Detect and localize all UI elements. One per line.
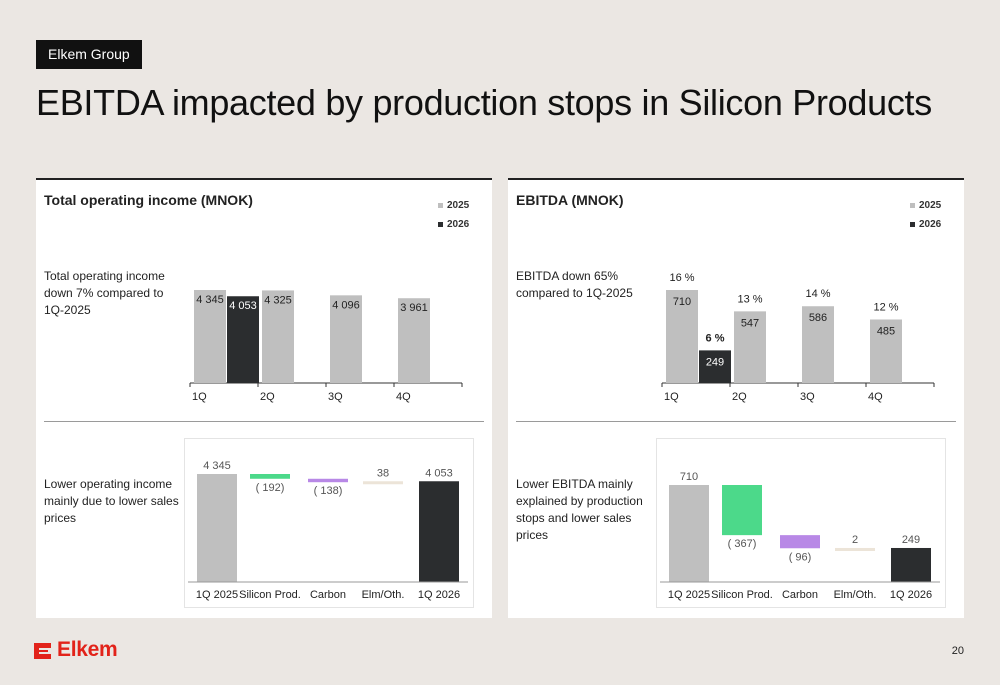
data-label: 4 345 <box>196 294 224 306</box>
elkem-logo-icon <box>34 643 51 659</box>
bar-2025 <box>262 290 294 383</box>
data-label: 485 <box>877 325 895 337</box>
ebitda-waterfall-chart: 710 1Q 2025 ( 367) Silicon Prod. ( 96) Carbon… <box>660 471 940 601</box>
legend: 2025 2026 <box>438 196 469 234</box>
ebitda-bar-chart: 1Q 710 16 % 249 6 % 2Q 547 13 % 3Q 586 14 % 4Q 485 12… <box>661 272 935 403</box>
bar-2025 <box>330 295 362 383</box>
margin-label: 12 % <box>873 301 898 313</box>
data-label: 4 325 <box>264 294 292 306</box>
data-label: 4 345 <box>203 460 231 472</box>
tick-label: 1Q 2026 <box>418 589 460 601</box>
tick-label: Elm/Oth. <box>362 589 405 601</box>
data-label: 586 <box>809 312 827 324</box>
waterfall-bar <box>891 547 931 582</box>
margin-label: 6 % <box>706 332 725 344</box>
data-label: ( 138) <box>314 485 343 497</box>
tick-label: 4Q <box>396 391 411 403</box>
data-label: ( 192) <box>256 482 285 494</box>
data-label: 4 053 <box>425 467 453 479</box>
tick-label: 1Q 2026 <box>890 589 932 601</box>
tick-label: Carbon <box>782 589 818 601</box>
legend-item-2025: 2025 <box>438 196 469 215</box>
note-bottom: Lower EBITDA mainly explained by product… <box>516 477 643 542</box>
waterfall-bar <box>197 474 237 582</box>
tick-label: 3Q <box>328 391 343 403</box>
data-label: 2 <box>852 534 858 546</box>
data-label: 38 <box>377 467 389 479</box>
tick-label: 1Q <box>192 391 207 403</box>
divider <box>44 421 484 422</box>
bar-2025 <box>734 311 766 383</box>
ebitda-panel: EBITDA (MNOK) 2025 2026 EBITDA down 65% … <box>508 178 964 618</box>
tick-label: Silicon Prod. <box>239 589 301 601</box>
legend-item-2026: 2026 <box>910 215 941 234</box>
data-label: 710 <box>673 296 691 308</box>
divider <box>516 421 956 422</box>
data-label: 249 <box>706 356 724 368</box>
waterfall-bar <box>835 547 875 551</box>
data-label: 249 <box>902 534 920 546</box>
tick-label: Carbon <box>310 589 346 601</box>
tick-label: 2Q <box>260 391 275 403</box>
panel-title: Total operating income (MNOK) <box>44 192 253 208</box>
waterfall-frame <box>656 438 946 608</box>
operating-income-panel: Total operating income (MNOK) 2025 2026 … <box>36 178 492 618</box>
note-bottom: Lower operating income mainly due to low… <box>44 477 179 525</box>
tick-label: 2Q <box>732 391 747 403</box>
legend-item-2025: 2025 <box>910 196 941 215</box>
waterfall-bar <box>722 485 762 536</box>
waterfall-bar <box>419 481 459 582</box>
data-label: 547 <box>741 317 759 329</box>
note-top: Total operating income down 7% compared … <box>44 269 165 317</box>
elkem-logo: Elkem <box>32 638 118 662</box>
margin-label: 14 % <box>805 288 830 300</box>
data-label: 4 053 <box>229 300 257 312</box>
section-tag: Elkem Group <box>36 40 142 69</box>
page-number: 20 <box>951 645 964 657</box>
margin-label: 16 % <box>669 272 694 284</box>
tick-label: 1Q 2025 <box>196 589 238 601</box>
waterfall-bar <box>780 535 820 549</box>
tick-label: 1Q 2025 <box>668 589 710 601</box>
bar-2025 <box>194 290 226 383</box>
data-label: 4 096 <box>332 299 360 311</box>
bar-2025 <box>666 290 698 383</box>
bar-2026 <box>699 350 731 383</box>
tick-label: Silicon Prod. <box>711 589 773 601</box>
bar-2025 <box>398 298 430 383</box>
waterfall-bar <box>250 474 290 479</box>
bar-2026 <box>227 296 259 383</box>
bar-2025 <box>870 319 902 383</box>
bar-2025 <box>802 306 834 383</box>
margin-label: 13 % <box>737 293 762 305</box>
page-title: EBITDA impacted by production stops in S… <box>36 82 932 123</box>
tick-label: 3Q <box>800 391 815 403</box>
waterfall-bar <box>363 481 403 485</box>
data-label: 710 <box>680 471 698 483</box>
note-top: EBITDA down 65% compared to 1Q-2025 <box>516 269 633 300</box>
waterfall-bar <box>308 478 348 483</box>
data-label: ( 367) <box>728 538 757 550</box>
logo-text: Elkem <box>57 638 118 661</box>
tick-label: Elm/Oth. <box>834 589 877 601</box>
panel-title: EBITDA (MNOK) <box>516 192 624 208</box>
legend: 2025 2026 <box>910 196 941 234</box>
waterfall-bar <box>669 485 709 582</box>
legend-item-2026: 2026 <box>438 215 469 234</box>
operating-income-waterfall-chart: 4 345 1Q 2025 ( 192) Silicon Prod. ( 138) Car… <box>188 460 468 601</box>
tick-label: 1Q <box>664 391 679 403</box>
operating-income-bar-chart: 1Q 4 345 4 053 2Q 4 325 3Q 4 096 4Q 3 961 <box>189 290 463 403</box>
data-label: ( 96) <box>789 551 812 563</box>
tick-label: 4Q <box>868 391 883 403</box>
waterfall-frame <box>184 438 474 608</box>
data-label: 3 961 <box>400 302 428 314</box>
